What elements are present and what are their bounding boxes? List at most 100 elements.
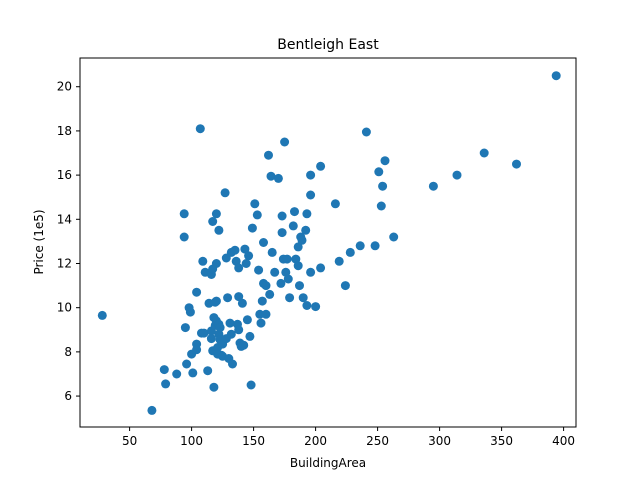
x-tick-label: 250	[366, 434, 389, 448]
data-point	[211, 296, 221, 306]
data-point	[380, 156, 390, 166]
data-point	[226, 329, 236, 339]
y-tick-label: 16	[57, 168, 72, 182]
data-point	[192, 345, 202, 355]
data-point	[256, 318, 266, 328]
data-point	[245, 331, 255, 341]
data-point	[306, 170, 316, 180]
data-point	[285, 293, 295, 303]
data-point	[244, 251, 254, 261]
data-point	[247, 223, 257, 233]
data-point	[179, 209, 189, 219]
data-point	[378, 181, 388, 191]
data-point	[185, 307, 195, 317]
data-point	[270, 267, 280, 277]
data-point	[254, 265, 264, 275]
data-point	[283, 274, 293, 284]
y-tick-label: 6	[64, 389, 72, 403]
data-point	[172, 369, 182, 379]
data-point	[246, 380, 256, 390]
data-point	[211, 209, 221, 219]
data-point	[230, 245, 240, 255]
data-point	[293, 261, 303, 271]
data-point	[179, 232, 189, 242]
data-point	[297, 235, 307, 245]
data-point	[97, 310, 107, 320]
data-point	[182, 359, 192, 369]
data-point	[306, 190, 316, 200]
data-point	[355, 241, 365, 251]
data-point	[293, 242, 303, 252]
data-point	[288, 221, 298, 231]
data-point	[241, 259, 251, 268]
data-point	[195, 124, 205, 134]
x-tick-label: 400	[552, 434, 575, 448]
data-point	[199, 328, 209, 338]
data-point	[340, 281, 350, 291]
data-point	[334, 256, 344, 266]
y-axis-label: Price (1e5)	[32, 209, 46, 274]
data-point	[180, 323, 190, 333]
data-point	[301, 225, 311, 235]
data-point	[234, 263, 244, 273]
data-point	[228, 359, 237, 369]
data-point	[261, 309, 271, 319]
data-point	[198, 256, 208, 266]
data-point	[237, 298, 247, 308]
data-point	[345, 247, 355, 257]
data-point	[215, 323, 225, 333]
data-point	[290, 207, 299, 217]
data-point	[512, 159, 521, 169]
data-point	[225, 318, 235, 328]
data-point	[161, 379, 171, 389]
data-point	[316, 161, 326, 171]
data-point	[208, 217, 218, 226]
data-point	[206, 334, 216, 344]
x-tick-label: 150	[242, 434, 265, 448]
data-point	[374, 167, 384, 177]
data-point	[428, 181, 438, 191]
data-point	[306, 267, 316, 277]
data-point	[295, 281, 304, 291]
data-point	[273, 173, 283, 183]
data-point	[361, 127, 371, 137]
data-point	[311, 302, 321, 312]
data-point	[330, 199, 340, 209]
x-tick-label: 100	[180, 434, 203, 448]
data-point	[250, 199, 260, 209]
data-point	[223, 293, 233, 303]
data-point	[551, 71, 561, 81]
data-point	[188, 368, 198, 378]
data-point	[242, 315, 252, 325]
data-point	[261, 281, 271, 291]
y-tick-label: 14	[57, 212, 72, 226]
data-point	[302, 301, 312, 310]
data-point	[211, 259, 221, 268]
data-points	[97, 71, 561, 415]
y-tick-label: 10	[57, 301, 72, 315]
y-tick-label: 12	[57, 256, 72, 270]
data-point	[370, 241, 380, 251]
data-point	[265, 289, 275, 299]
data-point	[389, 232, 399, 242]
y-tick-label: 18	[57, 124, 72, 138]
y-axis-ticks: 6 8 10 12 14 16 18 20	[57, 80, 80, 403]
data-point	[147, 405, 157, 415]
data-point	[302, 209, 312, 219]
data-point	[282, 254, 292, 264]
x-tick-label: 300	[428, 434, 451, 448]
data-point	[240, 244, 250, 254]
x-tick-label: 200	[304, 434, 327, 448]
x-tick-label: 350	[490, 434, 513, 448]
data-point	[239, 340, 249, 350]
x-tick-label: 50	[122, 434, 137, 448]
data-point	[376, 201, 386, 211]
data-point	[267, 247, 277, 257]
data-point	[257, 296, 267, 306]
y-tick-label: 8	[64, 345, 72, 359]
data-point	[298, 293, 308, 303]
data-point	[252, 210, 262, 220]
data-point	[452, 170, 462, 180]
